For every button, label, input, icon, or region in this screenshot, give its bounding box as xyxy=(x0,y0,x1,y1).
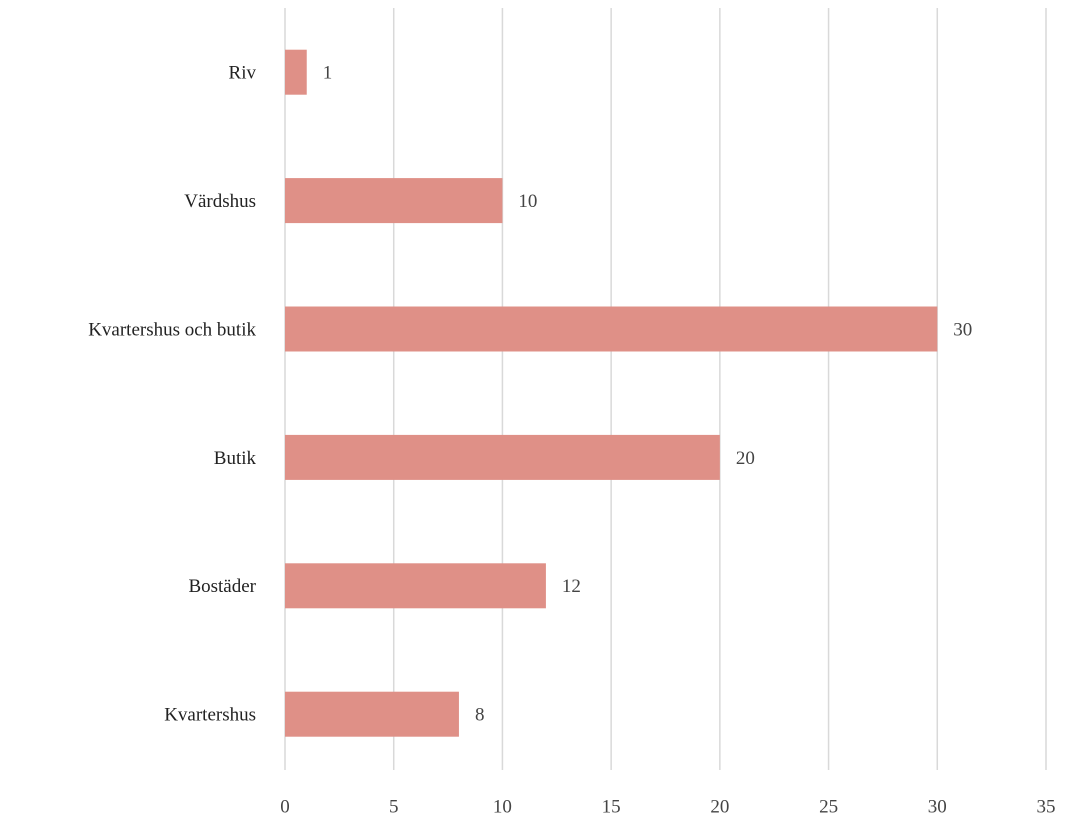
y-tick-label: Kvartershus och butik xyxy=(88,319,256,340)
y-tick-label: Riv xyxy=(229,63,257,84)
x-tick-label: 20 xyxy=(710,796,729,817)
data-label: 8 xyxy=(475,705,485,726)
bar xyxy=(285,563,546,609)
data-label: 20 xyxy=(736,448,755,469)
x-tick-label: 25 xyxy=(819,796,838,817)
bar xyxy=(285,434,720,480)
bar xyxy=(285,306,938,352)
bar xyxy=(285,691,459,737)
data-label: 30 xyxy=(953,319,972,340)
x-tick-label: 5 xyxy=(389,796,399,817)
y-tick-label: Värdshus xyxy=(184,191,256,212)
data-label: 10 xyxy=(518,191,537,212)
y-tick-label: Butik xyxy=(214,448,257,469)
bar xyxy=(285,178,503,224)
x-tick-label: 15 xyxy=(602,796,621,817)
x-tick-label: 10 xyxy=(493,796,512,817)
data-label: 12 xyxy=(562,576,581,597)
x-tick-label: 35 xyxy=(1037,796,1056,817)
x-tick-label: 30 xyxy=(928,796,947,817)
y-tick-label: Bostäder xyxy=(188,576,256,597)
bar xyxy=(285,49,307,95)
y-tick-label: Kvartershus xyxy=(164,705,256,726)
x-tick-label: 0 xyxy=(280,796,290,817)
data-label: 1 xyxy=(323,63,333,84)
